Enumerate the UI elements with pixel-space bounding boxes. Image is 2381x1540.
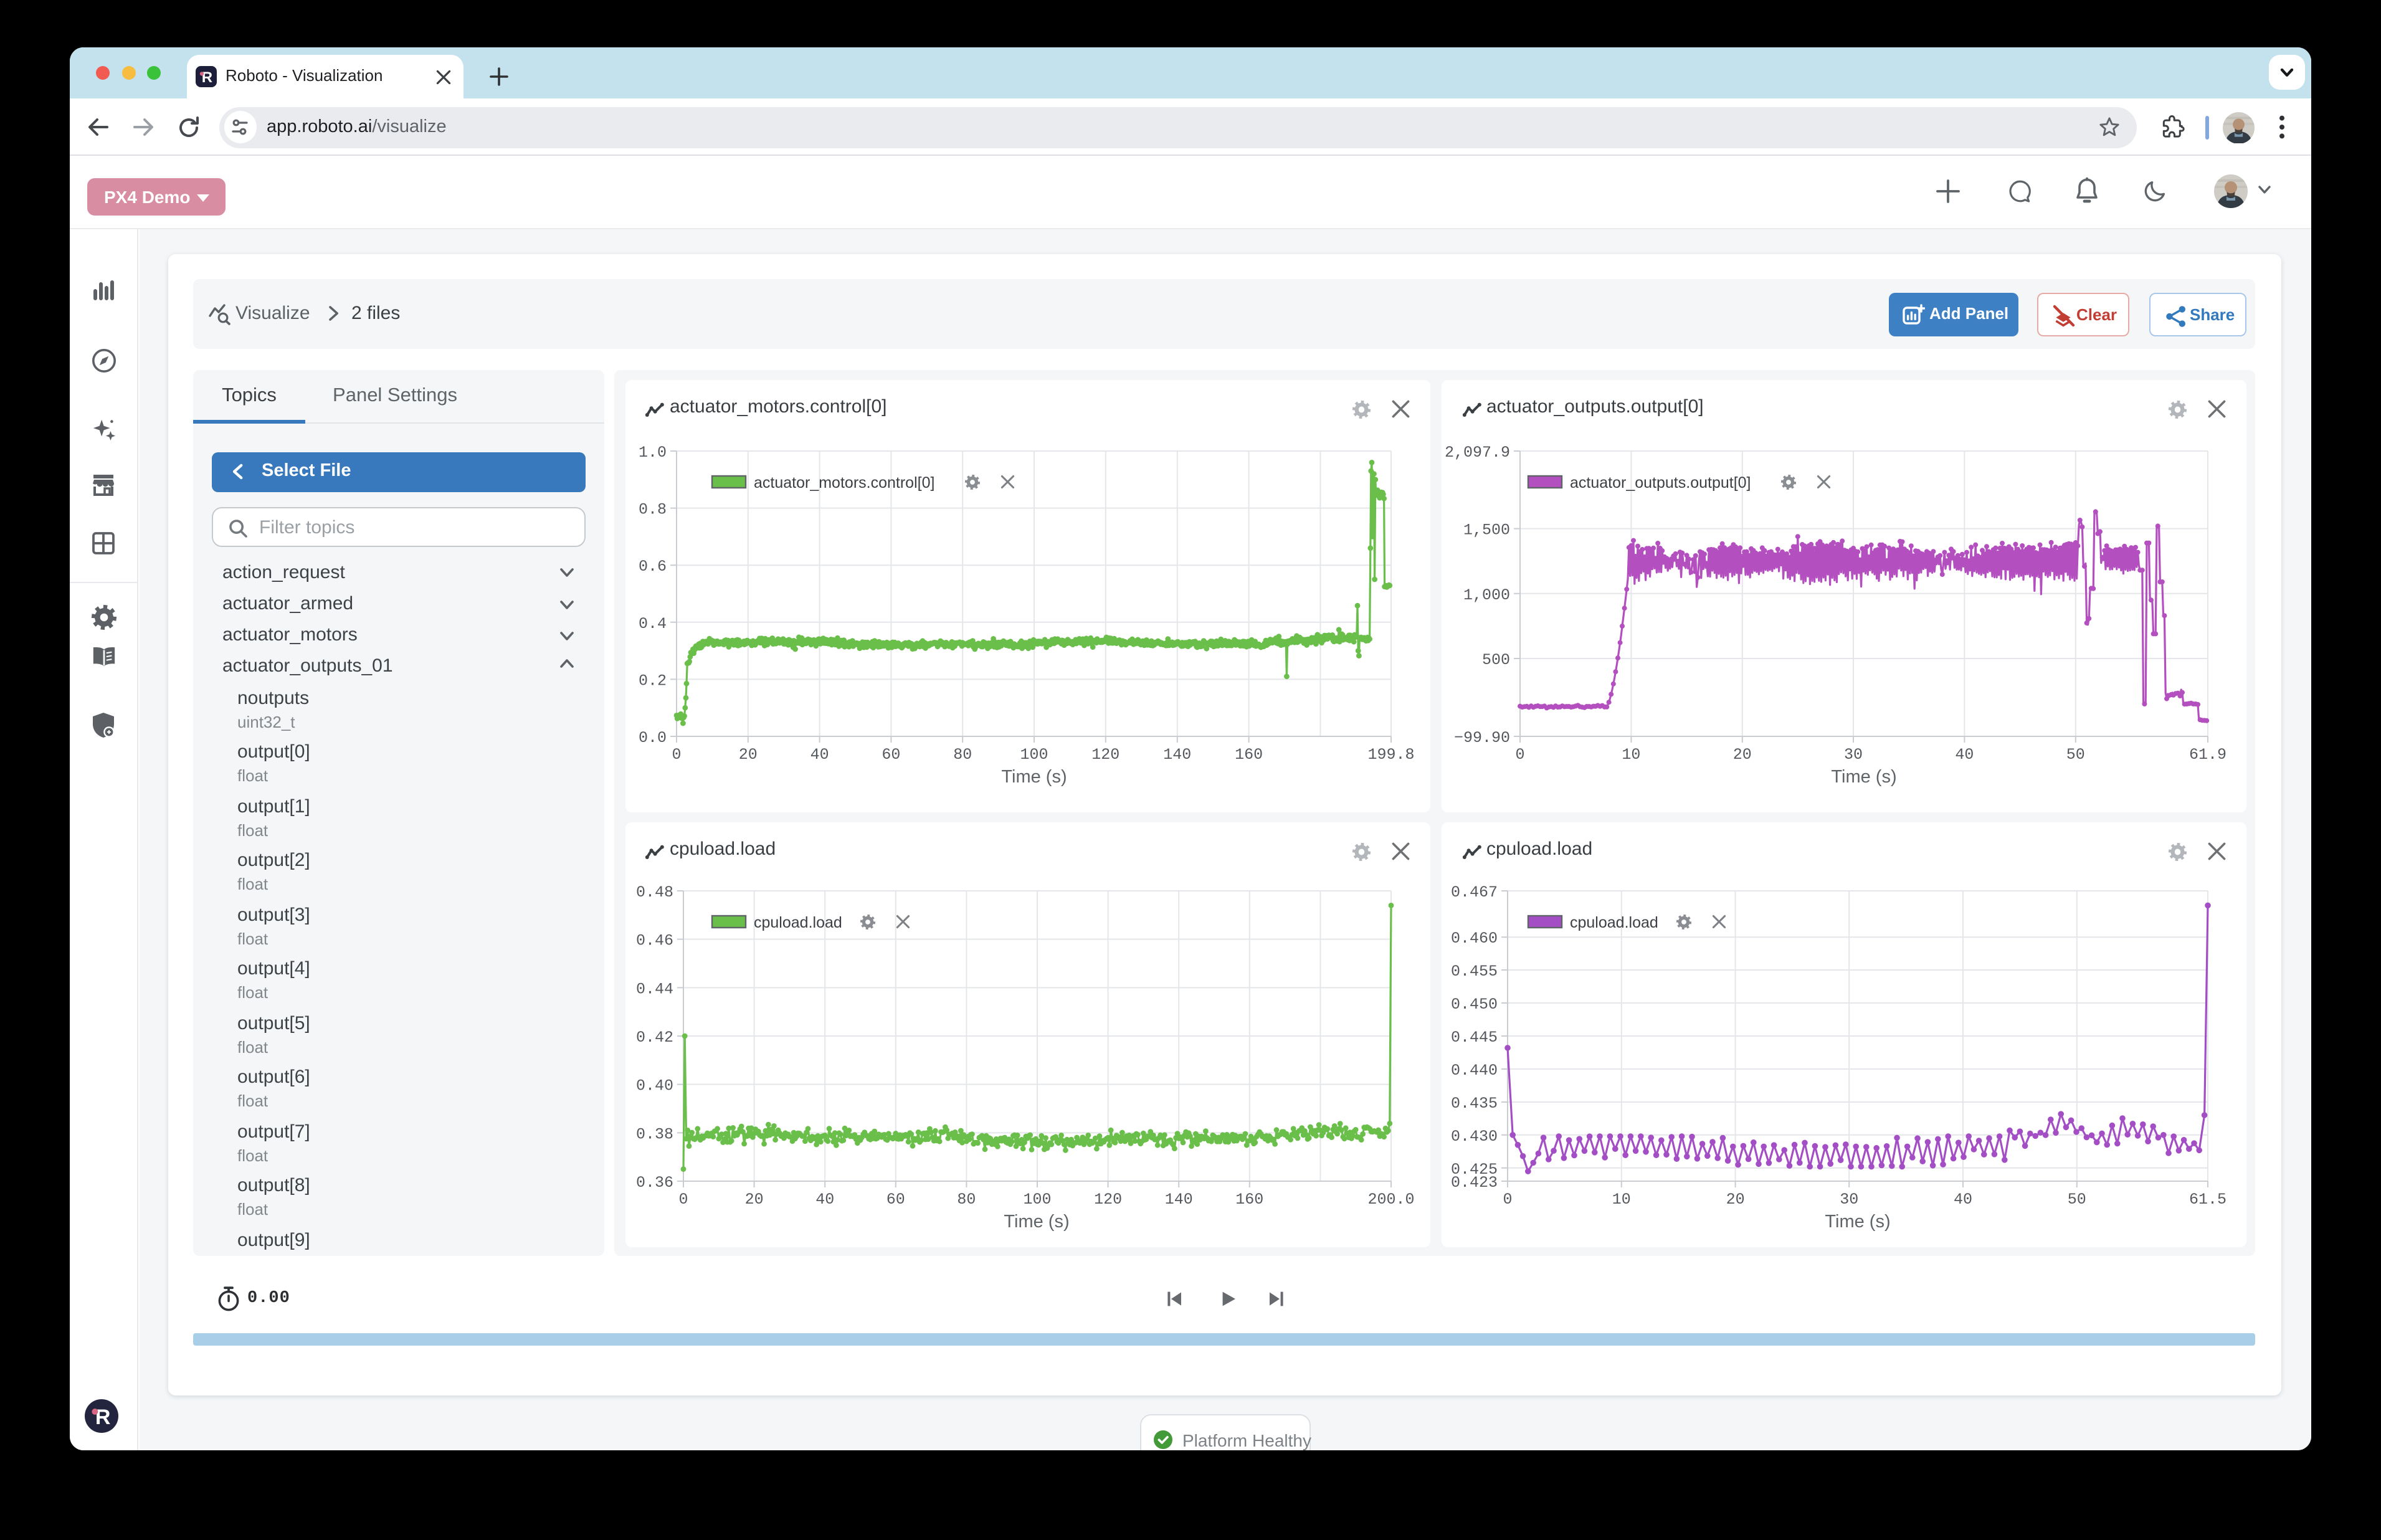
svg-text:80: 80 xyxy=(956,1191,975,1209)
svg-text:20: 20 xyxy=(1733,746,1752,764)
svg-text:140: 140 xyxy=(1164,1191,1192,1209)
svg-text:40: 40 xyxy=(815,1191,834,1209)
svg-text:40: 40 xyxy=(1954,1191,1972,1209)
svg-text:60: 60 xyxy=(886,1191,905,1209)
svg-text:0.467: 0.467 xyxy=(1451,883,1498,901)
svg-text:0: 0 xyxy=(678,1191,687,1209)
svg-text:160: 160 xyxy=(1234,746,1262,764)
svg-text:0.440: 0.440 xyxy=(1451,1062,1498,1080)
svg-text:actuator_outputs.output[0]: actuator_outputs.output[0] xyxy=(1570,474,1751,492)
svg-text:Time (s): Time (s) xyxy=(1000,767,1066,787)
svg-text:cpuload.load: cpuload.load xyxy=(1570,914,1658,931)
svg-text:0.38: 0.38 xyxy=(635,1125,673,1143)
svg-text:0.445: 0.445 xyxy=(1451,1029,1498,1047)
svg-text:0.46: 0.46 xyxy=(635,932,673,950)
svg-text:160: 160 xyxy=(1235,1191,1263,1209)
svg-text:80: 80 xyxy=(953,746,971,764)
svg-text:0.4: 0.4 xyxy=(638,615,666,633)
svg-text:0.455: 0.455 xyxy=(1451,962,1498,981)
svg-text:−99.90: −99.90 xyxy=(1454,729,1510,747)
svg-text:0: 0 xyxy=(671,746,680,764)
svg-text:0.42: 0.42 xyxy=(635,1029,673,1047)
svg-text:0: 0 xyxy=(1503,1191,1512,1209)
svg-text:1,000: 1,000 xyxy=(1463,586,1510,604)
svg-text:1.0: 1.0 xyxy=(638,444,666,462)
svg-text:0.430: 0.430 xyxy=(1451,1128,1498,1146)
svg-text:10: 10 xyxy=(1612,1191,1631,1209)
svg-text:0.435: 0.435 xyxy=(1451,1095,1498,1113)
svg-text:0.425: 0.425 xyxy=(1451,1161,1498,1179)
svg-text:0.48: 0.48 xyxy=(635,883,673,901)
svg-text:100: 100 xyxy=(1022,1191,1050,1209)
svg-text:0.423: 0.423 xyxy=(1451,1174,1498,1192)
svg-text:10: 10 xyxy=(1622,746,1640,764)
svg-text:50: 50 xyxy=(2068,1191,2086,1209)
svg-text:0.8: 0.8 xyxy=(638,501,666,519)
svg-text:120: 120 xyxy=(1091,746,1119,764)
svg-text:20: 20 xyxy=(738,746,757,764)
svg-text:1,500: 1,500 xyxy=(1463,521,1510,539)
svg-text:0.460: 0.460 xyxy=(1451,929,1498,948)
svg-text:30: 30 xyxy=(1844,746,1863,764)
svg-text:199.8: 199.8 xyxy=(1367,746,1414,764)
svg-text:Time (s): Time (s) xyxy=(1003,1212,1068,1232)
svg-text:61.5: 61.5 xyxy=(2189,1191,2227,1209)
svg-text:50: 50 xyxy=(2066,746,2085,764)
svg-text:20: 20 xyxy=(1726,1191,1745,1209)
svg-text:Time (s): Time (s) xyxy=(1831,767,1896,787)
svg-text:0.36: 0.36 xyxy=(635,1174,673,1192)
svg-text:2,097.9: 2,097.9 xyxy=(1445,444,1510,462)
svg-text:0.450: 0.450 xyxy=(1451,996,1498,1014)
svg-text:R: R xyxy=(202,69,212,85)
svg-text:cpuload.load: cpuload.load xyxy=(753,914,842,931)
svg-text:0.44: 0.44 xyxy=(635,980,673,998)
svg-text:Time (s): Time (s) xyxy=(1825,1212,1890,1232)
svg-text:20: 20 xyxy=(744,1191,763,1209)
svg-text:60: 60 xyxy=(881,746,900,764)
svg-text:40: 40 xyxy=(1955,746,1974,764)
svg-text:0: 0 xyxy=(1515,746,1524,764)
svg-text:200.0: 200.0 xyxy=(1367,1191,1414,1209)
svg-text:R: R xyxy=(95,1405,110,1429)
svg-text:0.40: 0.40 xyxy=(635,1077,673,1095)
svg-text:120: 120 xyxy=(1093,1191,1121,1209)
svg-text:61.9: 61.9 xyxy=(2189,746,2227,764)
svg-text:30: 30 xyxy=(1840,1191,1858,1209)
svg-text:0.0: 0.0 xyxy=(638,729,666,747)
svg-text:500: 500 xyxy=(1482,651,1510,669)
svg-text:actuator_motors.control[0]: actuator_motors.control[0] xyxy=(753,474,934,492)
svg-text:140: 140 xyxy=(1162,746,1190,764)
svg-text:0.2: 0.2 xyxy=(638,672,666,690)
svg-text:100: 100 xyxy=(1019,746,1047,764)
svg-text:0.6: 0.6 xyxy=(638,558,666,576)
svg-text:40: 40 xyxy=(810,746,829,764)
